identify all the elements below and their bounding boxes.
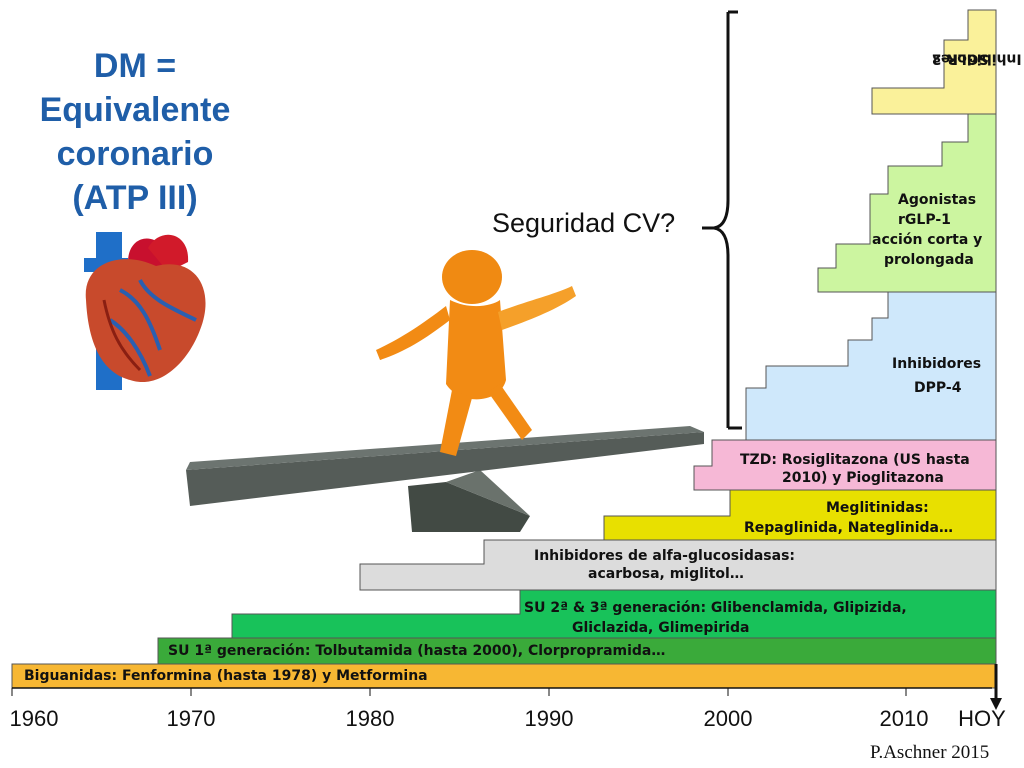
label-glp1-line4: prolongada bbox=[884, 252, 974, 268]
balancing-figure bbox=[376, 250, 576, 456]
label-glp1-line1: Agonistas bbox=[898, 192, 977, 208]
timeline-axis bbox=[11, 664, 1002, 710]
label-meglitinidas-line2: Repaglinida, Nateglinida… bbox=[744, 520, 953, 536]
title-line-1: DM = bbox=[93, 47, 177, 85]
band-sglt2 bbox=[871, 9, 997, 115]
tick-1990: 1990 bbox=[524, 706, 574, 731]
label-su1: SU 1ª generación: Tolbutamida (hasta 200… bbox=[168, 643, 666, 659]
label-sglt2: Inhibidores SGLR-2 bbox=[932, 6, 1022, 110]
label-su2-line1: SU 2ª & 3ª generación: Glibenclamida, Gl… bbox=[524, 600, 907, 616]
label-sglt2-line2: SGLR-2 bbox=[932, 50, 989, 67]
label-tzd-line1: TZD: Rosiglitazona (US hasta bbox=[740, 452, 970, 468]
safety-bracket bbox=[713, 10, 742, 430]
title-line-2: Equivalente bbox=[39, 91, 231, 129]
tick-1980: 1980 bbox=[345, 706, 395, 731]
title-line-4: (ATP III) bbox=[72, 179, 198, 217]
label-su2-line2: Gliclazida, Glimepirida bbox=[572, 620, 750, 636]
credit-text: P.Aschner 2015 bbox=[870, 742, 990, 763]
page-title: DM = Equivalente coronario (ATP III) bbox=[20, 44, 250, 220]
safety-question: Seguridad CV? bbox=[492, 208, 676, 238]
label-alfa-line1: Inhibidores de alfa-glucosidasas: bbox=[534, 548, 796, 564]
label-dpp4-line1: Inhibidores bbox=[892, 356, 982, 372]
label-biguanidas: Biguanidas: Fenformina (hasta 1978) y Me… bbox=[24, 668, 428, 684]
tick-2010: 2010 bbox=[879, 706, 929, 731]
title-line-3: coronario bbox=[56, 135, 214, 173]
label-glp1-line3: acción corta y bbox=[872, 232, 983, 248]
label-glp1-line2: rGLP-1 bbox=[898, 212, 951, 228]
label-meglitinidas-line1: Meglitinidas: bbox=[826, 500, 929, 516]
label-tzd-line2: 2010) y Pioglitazona bbox=[782, 470, 944, 486]
heart-icon bbox=[84, 232, 206, 390]
tick-1960: 1960 bbox=[9, 706, 59, 731]
tick-1970: 1970 bbox=[166, 706, 216, 731]
tick-hoy: HOY bbox=[958, 706, 1006, 731]
tick-2000: 2000 bbox=[703, 706, 753, 731]
label-dpp4-line2: DPP-4 bbox=[914, 380, 962, 396]
label-alfa-line2: acarbosa, miglitol… bbox=[588, 566, 744, 582]
